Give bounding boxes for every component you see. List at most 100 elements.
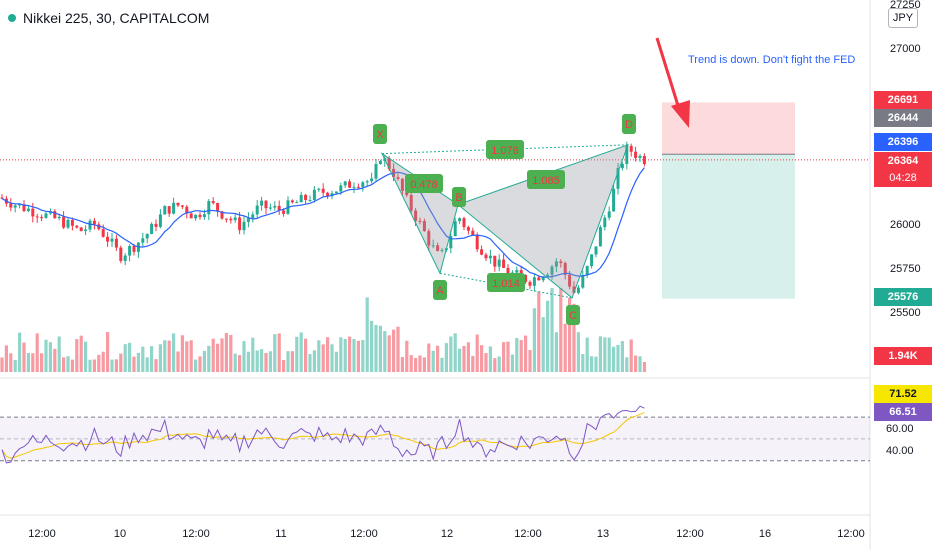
volume-bar bbox=[88, 359, 92, 372]
candle-body bbox=[370, 178, 374, 182]
price-tick-label: 27250 bbox=[890, 0, 921, 11]
candle-body bbox=[295, 202, 299, 204]
volume-bar bbox=[97, 354, 101, 372]
candle-body bbox=[365, 181, 369, 183]
candle-body bbox=[462, 218, 466, 228]
candle-body bbox=[466, 227, 470, 231]
volume-bar bbox=[13, 359, 17, 372]
volume-bar bbox=[493, 358, 497, 372]
candle-body bbox=[326, 192, 330, 197]
volume-bar bbox=[440, 357, 444, 372]
candle-body bbox=[418, 220, 422, 222]
pattern-point-marker bbox=[566, 305, 580, 325]
candle-body bbox=[62, 216, 66, 228]
candle-body bbox=[594, 246, 598, 255]
time-tick-label: 12:00 bbox=[350, 528, 378, 540]
candle-body bbox=[238, 217, 242, 231]
candle-body bbox=[550, 266, 554, 275]
volume-bar bbox=[57, 336, 61, 372]
rsi-tick-label: 40.00 bbox=[886, 445, 914, 457]
volume-bar bbox=[26, 353, 30, 372]
volume-bar bbox=[282, 359, 286, 372]
volume-bar bbox=[572, 303, 576, 372]
price-tag-target: 25576 bbox=[874, 288, 932, 306]
candle-body bbox=[620, 163, 624, 169]
candle-body bbox=[211, 201, 215, 204]
currency-badge[interactable]: JPY bbox=[888, 8, 918, 28]
volume-bar bbox=[638, 356, 642, 372]
volume-bar bbox=[361, 340, 365, 372]
candle-body bbox=[207, 201, 211, 215]
pattern-ratio-label: 0.478 bbox=[410, 179, 438, 191]
volume-bar bbox=[537, 291, 541, 372]
volume-bar bbox=[79, 335, 83, 372]
volume-bar bbox=[378, 325, 382, 372]
candle-body bbox=[132, 245, 136, 252]
price-tick-label: 25500 bbox=[890, 307, 921, 319]
volume-bar bbox=[427, 343, 431, 372]
volume-bar bbox=[594, 356, 598, 372]
volume-bar bbox=[581, 354, 585, 372]
candle-body bbox=[312, 189, 316, 201]
volume-bar bbox=[598, 336, 602, 372]
volume-bar bbox=[453, 333, 457, 372]
candle-body bbox=[607, 211, 611, 218]
volume-bar bbox=[18, 332, 22, 372]
volume-bar bbox=[31, 353, 35, 372]
volume-bar bbox=[568, 297, 572, 372]
volume-bar bbox=[251, 337, 255, 372]
volume-bar bbox=[145, 357, 149, 372]
harmonic-triangle-bcd bbox=[456, 143, 629, 299]
candle-body bbox=[497, 259, 501, 267]
pattern-ratio-box bbox=[486, 140, 524, 159]
volume-bar bbox=[312, 350, 316, 372]
volume-bar bbox=[22, 342, 26, 372]
volume-bar bbox=[246, 351, 250, 372]
volume-bar bbox=[475, 334, 479, 372]
volume-bar bbox=[497, 356, 501, 372]
volume-bar bbox=[524, 335, 528, 372]
volume-bar bbox=[541, 317, 545, 372]
candle-body bbox=[26, 208, 30, 212]
volume-bar bbox=[317, 340, 321, 372]
volume-bar bbox=[268, 351, 272, 372]
volume-bar bbox=[625, 357, 629, 372]
candle-body bbox=[0, 197, 4, 199]
annotation-arrow bbox=[655, 37, 682, 113]
volume-bar bbox=[207, 345, 211, 372]
harmonic-triangle-xab bbox=[380, 152, 459, 275]
candle-body bbox=[334, 191, 338, 194]
price-tick-label: 25750 bbox=[890, 263, 921, 275]
candle-body bbox=[264, 200, 268, 209]
candle-body bbox=[638, 156, 642, 158]
volume-bar bbox=[44, 339, 48, 372]
candle-body bbox=[13, 205, 17, 208]
candle-body bbox=[185, 206, 189, 214]
volume-bar bbox=[484, 353, 488, 372]
volume-bar bbox=[620, 341, 624, 372]
candle-body bbox=[559, 261, 563, 263]
price-tag-last: 26364 bbox=[874, 152, 932, 170]
candle-body bbox=[436, 245, 440, 251]
volume-bar bbox=[607, 337, 611, 372]
volume-bar bbox=[224, 332, 228, 372]
candle-body bbox=[396, 177, 400, 179]
candle-body bbox=[541, 276, 545, 281]
candle-body bbox=[598, 227, 602, 247]
volume-bar bbox=[75, 339, 79, 372]
volume-bar bbox=[387, 335, 391, 372]
volume-bar bbox=[444, 343, 448, 372]
candle-body bbox=[304, 194, 308, 201]
candle-body bbox=[172, 202, 176, 214]
candle-body bbox=[44, 213, 48, 218]
price-tick-label: 26000 bbox=[890, 219, 921, 231]
pattern-ratio-label: 1.078 bbox=[491, 145, 519, 157]
volume-bar bbox=[172, 333, 176, 372]
volume-bar bbox=[431, 350, 435, 372]
volume-bar bbox=[356, 340, 360, 372]
candle-body bbox=[356, 186, 360, 188]
volume-bar bbox=[326, 337, 330, 372]
volume-bar bbox=[176, 351, 180, 372]
